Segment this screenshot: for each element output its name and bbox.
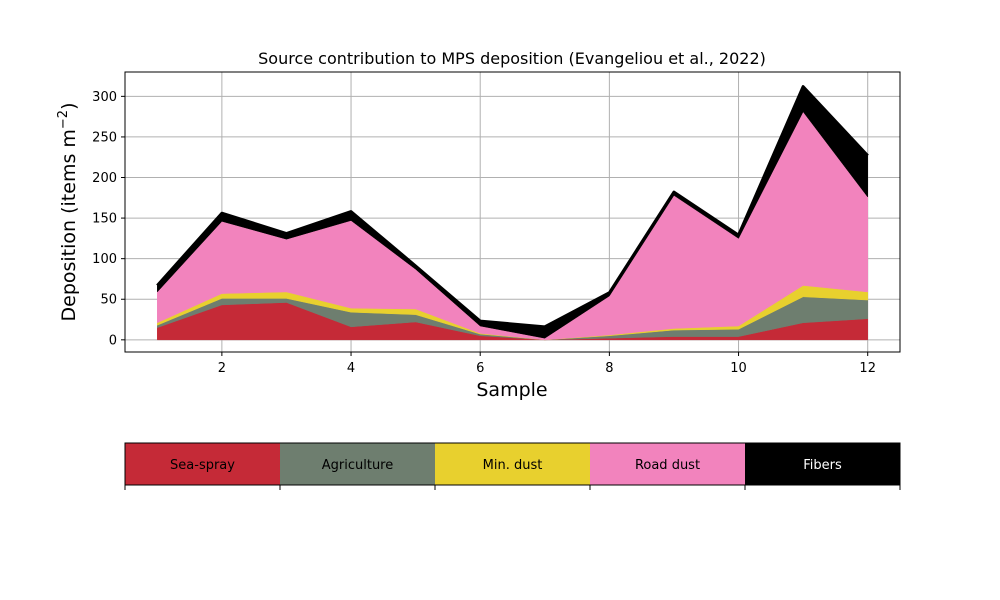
legend-label-min-dust: Min. dust (483, 458, 543, 473)
axis-ticks: 2 4 6 8 10 12 0 50 100 150 200 250 300 (92, 90, 876, 376)
legend-swatch-road-dust (590, 443, 745, 485)
x-axis-title: Sample (476, 379, 547, 401)
y-axis-title-exponent: −2 (56, 110, 71, 129)
legend-frame (124, 442, 901, 486)
y-axis-title-main: Deposition (items m (58, 129, 80, 321)
y-tick-label: 300 (92, 90, 117, 105)
legend-label-agriculture: Agriculture (322, 458, 394, 473)
legend-label-fibers: Fibers (803, 458, 842, 473)
y-tick-label: 200 (92, 171, 117, 186)
y-tick-label: 50 (100, 293, 117, 308)
legend: Sea-spray Agriculture Min. dust Road dust Fi… (124, 442, 901, 490)
total-outline (156, 85, 869, 329)
y-axis-title-close: ) (58, 103, 80, 110)
y-tick-label: 0 (109, 333, 117, 348)
stacked-areas (156, 85, 869, 341)
chart-title: Source contribution to MPS deposition (E… (258, 49, 766, 68)
x-tick-label: 6 (476, 361, 484, 376)
plot-frame (124, 71, 901, 353)
y-tick-label: 250 (92, 130, 117, 145)
legend-swatch-fibers (745, 443, 900, 485)
y-tick-label: 100 (92, 252, 117, 267)
legend-swatch-sea-spray (125, 443, 280, 485)
x-tick-label: 8 (605, 361, 613, 376)
legend-label-sea-spray: Sea-spray (170, 458, 235, 473)
y-tick-label: 150 (92, 212, 117, 227)
legend-label-road-dust: Road dust (635, 458, 700, 473)
legend-swatch-min-dust (435, 443, 590, 485)
x-tick-label: 2 (218, 361, 226, 376)
legend-swatch-agriculture (280, 443, 435, 485)
x-tick-label: 4 (347, 361, 355, 376)
x-tick-label: 10 (730, 361, 747, 376)
y-axis-title: Deposition (items m−2) (56, 103, 80, 322)
x-tick-label: 12 (859, 361, 876, 376)
